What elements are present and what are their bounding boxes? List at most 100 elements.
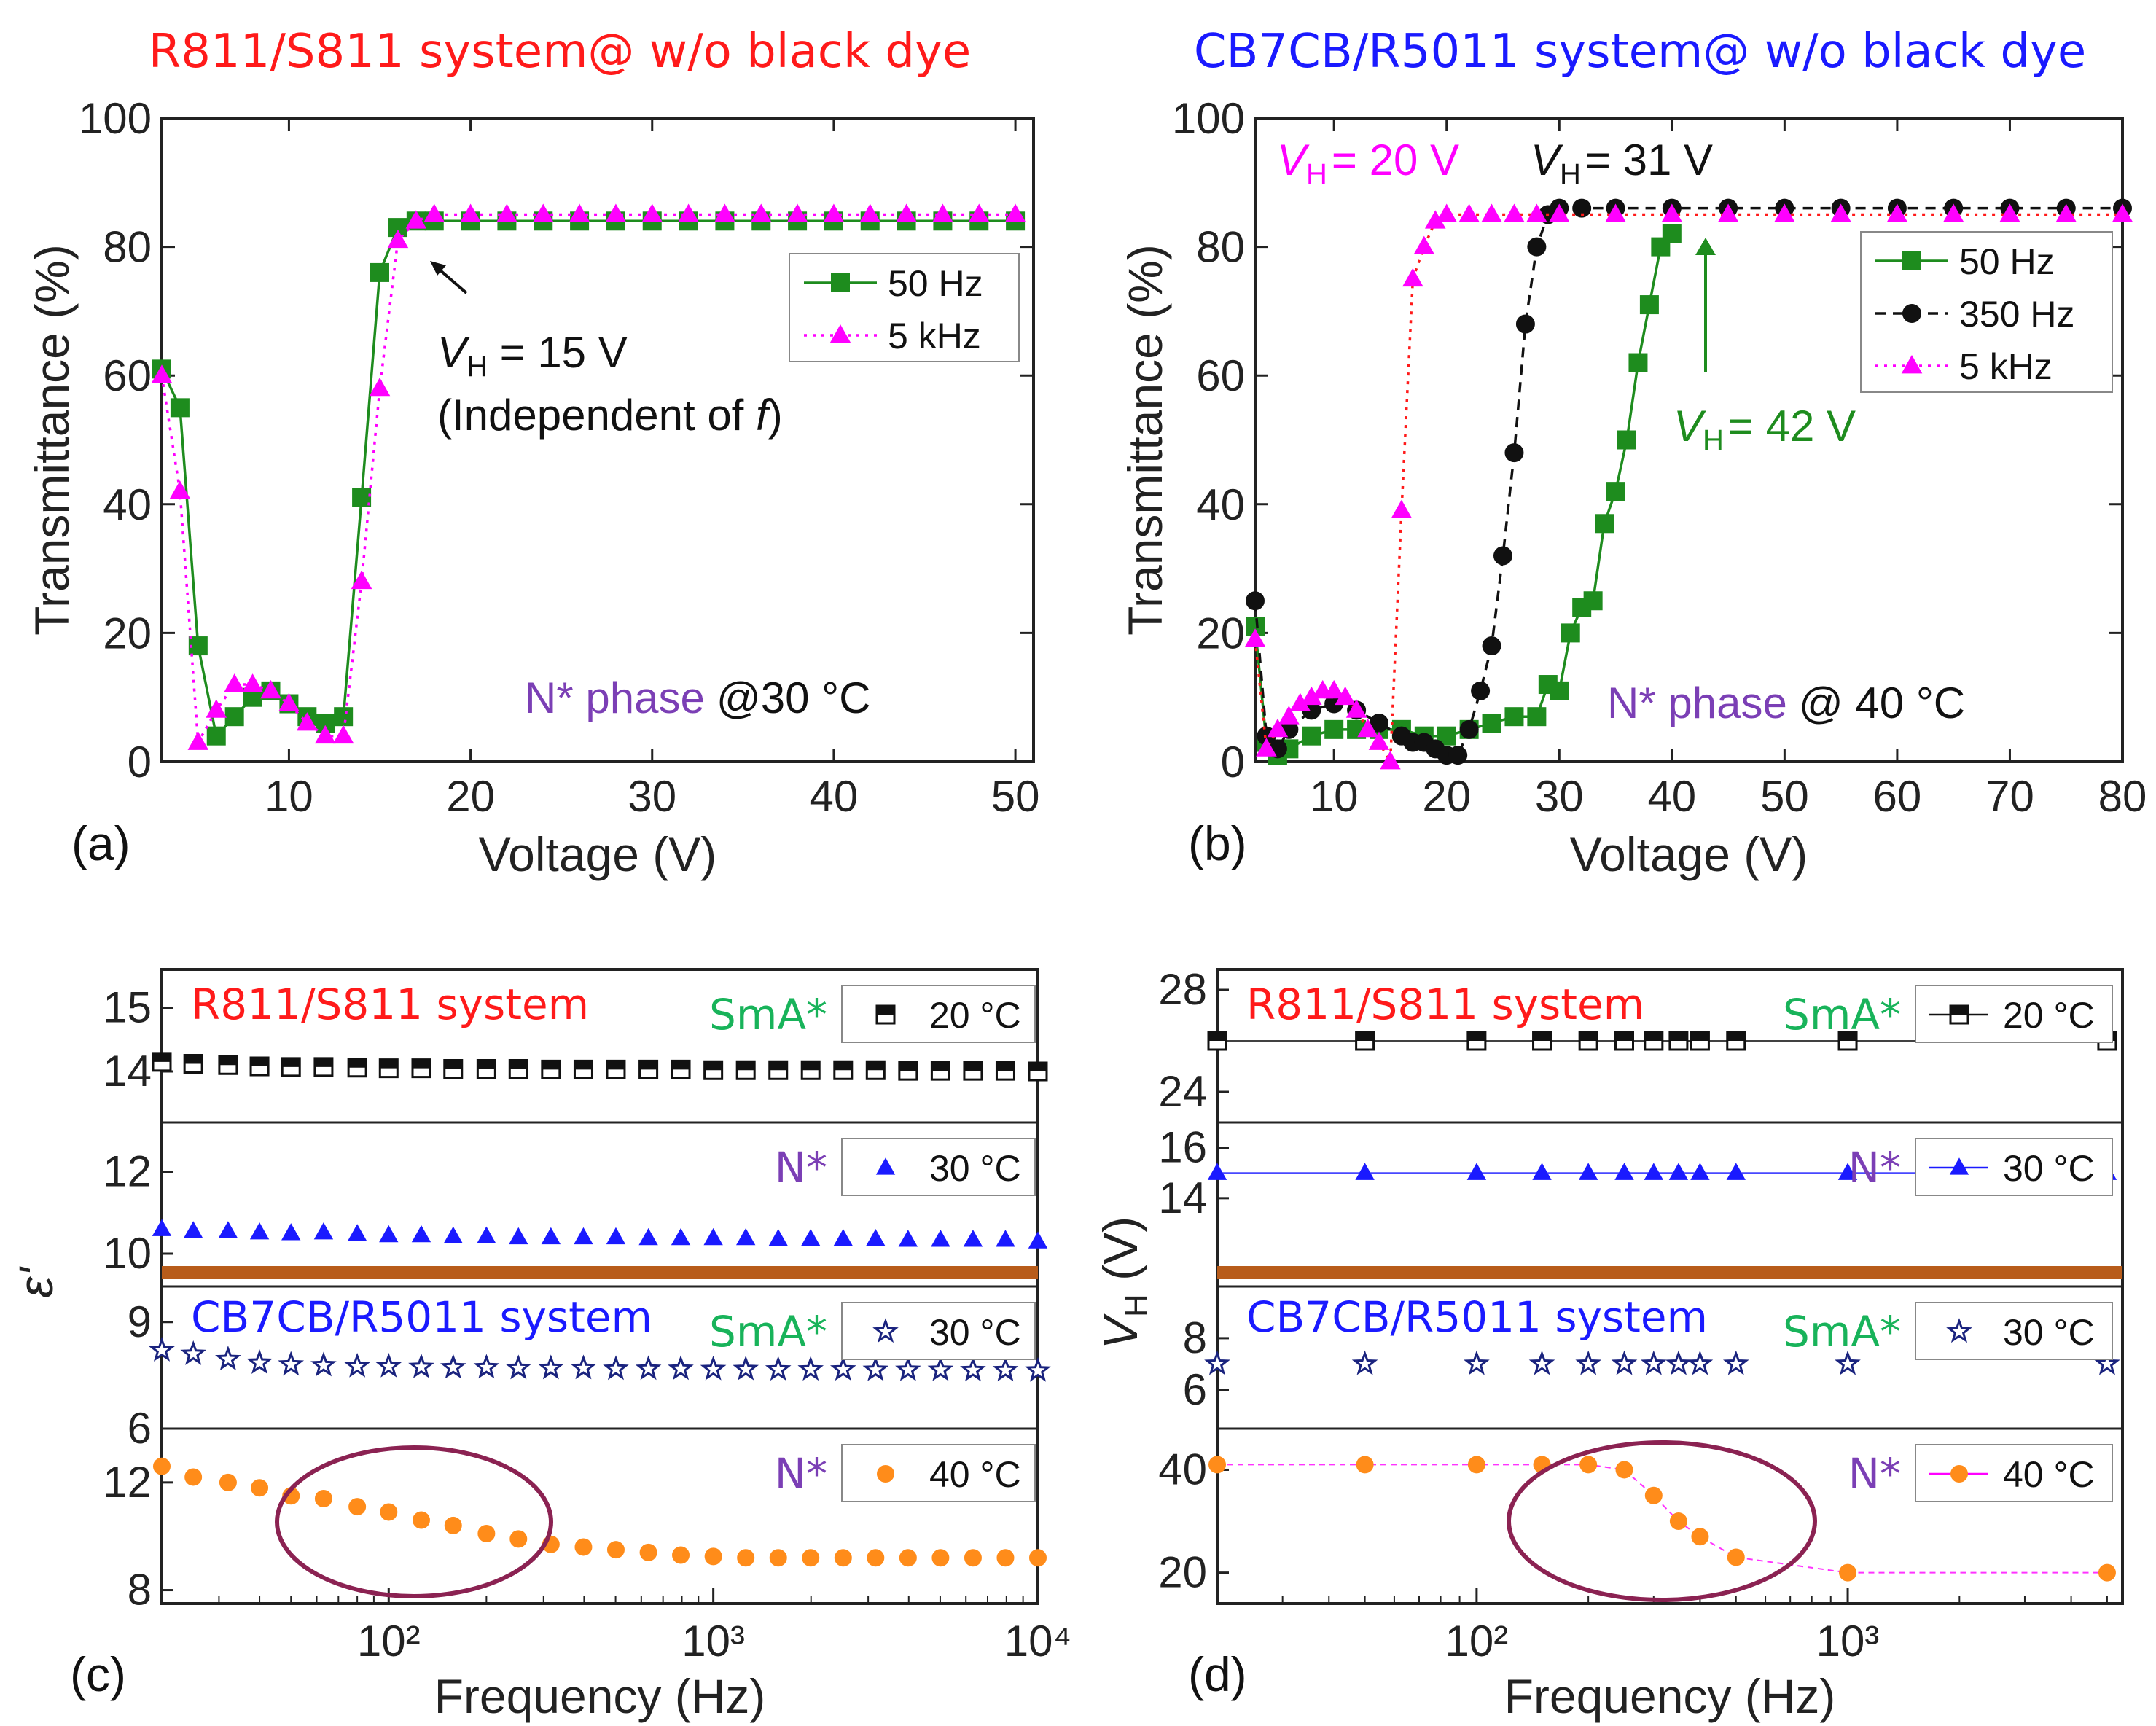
- d-legend-marker-1: [1949, 1157, 1969, 1175]
- d-sub0-point-fill: [1644, 1032, 1663, 1041]
- c-legend-marker-3: [877, 1465, 894, 1483]
- b-ytick-label: 40: [1196, 480, 1245, 529]
- d-sub0-point-fill: [1615, 1032, 1633, 1041]
- c-sub3-point: [477, 1525, 496, 1542]
- b-ylabel: Transmittance (%): [1118, 244, 1172, 636]
- d-sub1-point: [1668, 1163, 1689, 1180]
- a-series-1-point: [423, 203, 445, 222]
- c-sub2-point: [927, 1356, 954, 1381]
- a-series-1-point: [278, 692, 300, 711]
- d-sub0-point-fill: [1579, 1032, 1598, 1041]
- b-series-2-point: [1661, 203, 1683, 222]
- c-sub3-point: [931, 1549, 950, 1567]
- d-xtick-label: 10²: [1445, 1617, 1509, 1666]
- d-sub2-point: [1351, 1350, 1378, 1375]
- d-sub2-point: [1640, 1350, 1667, 1375]
- c-legend-box-3: [841, 1444, 1036, 1502]
- c-sub2-point: [246, 1349, 273, 1375]
- panel-c: 14 15 20 °C SmA* 10 12 30 °C N* 6 9 30 °C SmA* 8 12 40…: [9, 968, 1071, 1723]
- d-system-divider: [1217, 1266, 2122, 1279]
- d-ytick-label: 6: [1183, 1365, 1207, 1414]
- c-sub1-point: [931, 1230, 950, 1247]
- c-sub3-point: [704, 1547, 722, 1566]
- c-sub3-point: [996, 1549, 1015, 1567]
- b-series-2-point: [1458, 203, 1480, 222]
- b-series-0-point: [1561, 623, 1580, 643]
- a-series-1-point: [314, 725, 336, 744]
- a-series-1-point: [605, 203, 627, 222]
- d-phase-label-1: N*: [1848, 1143, 1901, 1192]
- c-sub0-point-fill: [931, 1062, 950, 1071]
- d-sub3-point: [1356, 1456, 1374, 1474]
- a-legend-label-1: 5 kHz: [888, 316, 981, 356]
- d-system2-title: CB7CB/R5011 system: [1246, 1292, 1708, 1342]
- c-sub0-point-fill: [184, 1055, 203, 1064]
- b-series-2-point: [1413, 235, 1435, 254]
- c-ytick-label: 6: [128, 1404, 152, 1453]
- c-sub0-point: [347, 1058, 367, 1078]
- a-series-1-point: [859, 203, 881, 222]
- c-sub1-point: [574, 1227, 593, 1245]
- d-sub3-point: [1691, 1528, 1709, 1546]
- d-legend-label-1: 30 °C: [2003, 1148, 2095, 1189]
- d-sub0-point-fill: [1356, 1032, 1374, 1041]
- c-sub1-point: [898, 1230, 918, 1247]
- b-series-2-point: [1942, 203, 1964, 222]
- d-sub2-point: [1665, 1350, 1692, 1375]
- a-xtick-label: 20: [446, 772, 495, 821]
- c-sub3-point: [314, 1490, 332, 1507]
- c-sub3-point: [348, 1498, 367, 1516]
- c-sub0-point-fill: [153, 1053, 171, 1062]
- a-series-1-point: [641, 203, 663, 222]
- vh20-label: VH = 20 V: [1277, 136, 1459, 190]
- c-xtick-label: 10²: [357, 1617, 421, 1666]
- c-legend-box-1: [841, 1138, 1036, 1196]
- a-series-1-point: [750, 203, 772, 222]
- b-series-2-point: [1300, 686, 1322, 706]
- c-legend-marker-0: [875, 1004, 896, 1025]
- c-sub0-point-fill: [704, 1061, 722, 1071]
- vh31-label: VH = 31 V: [1531, 136, 1713, 190]
- b-series-1-point: [1482, 636, 1501, 656]
- c-sub3-point: [672, 1546, 690, 1564]
- c-sub0-point-fill: [380, 1059, 398, 1069]
- c-sub0-point-fill: [737, 1061, 755, 1071]
- c-sub0-point: [183, 1054, 203, 1074]
- c-sub0-point-fill: [996, 1062, 1015, 1071]
- a-xtick-label: 50: [991, 772, 1040, 821]
- a-xtick-label: 10: [265, 772, 313, 821]
- c-ytick-label: 12: [103, 1458, 152, 1507]
- a-series-1-point: [169, 480, 191, 499]
- a-ytick-label: 40: [103, 480, 152, 529]
- c-sub0-point: [833, 1060, 854, 1080]
- c-sub0-point: [606, 1059, 626, 1079]
- b-legend-marker-2: [1901, 355, 1923, 374]
- c-sub3-point: [899, 1549, 917, 1567]
- b-series-1-point: [1459, 719, 1479, 739]
- c-legend-marker-2: [872, 1318, 899, 1343]
- c-sub0-point-fill: [282, 1058, 300, 1067]
- c-sub3-point: [444, 1516, 462, 1534]
- a-series-1-point: [1004, 203, 1026, 222]
- b-series-2-point: [1886, 203, 1908, 222]
- b-series-0-point: [1628, 353, 1648, 372]
- phase-a-label: N* phase @30 °C: [525, 673, 870, 722]
- d-sub0-point-fill: [1533, 1032, 1551, 1041]
- a-ytick-label: 80: [103, 223, 152, 272]
- c-sub2-point: [344, 1353, 370, 1378]
- c-sub0-point: [800, 1060, 821, 1080]
- a-series-1-point: [151, 364, 173, 383]
- c-sub0-point-fill: [574, 1061, 593, 1070]
- a-legend-label-0: 50 Hz: [888, 263, 983, 304]
- c-sub3-point: [153, 1457, 171, 1475]
- c-sub0-point: [281, 1057, 301, 1077]
- b-series-0-point: [1606, 482, 1625, 501]
- b-series-2-point: [1368, 731, 1390, 750]
- c-system2-title: CB7CB/R5011 system: [191, 1292, 652, 1342]
- d-sub0-point-fill: [1691, 1032, 1709, 1041]
- b-series-2-point: [1289, 692, 1311, 711]
- c-sub2-point: [992, 1356, 1019, 1382]
- c-legend-marker-0-fill: [877, 1006, 894, 1015]
